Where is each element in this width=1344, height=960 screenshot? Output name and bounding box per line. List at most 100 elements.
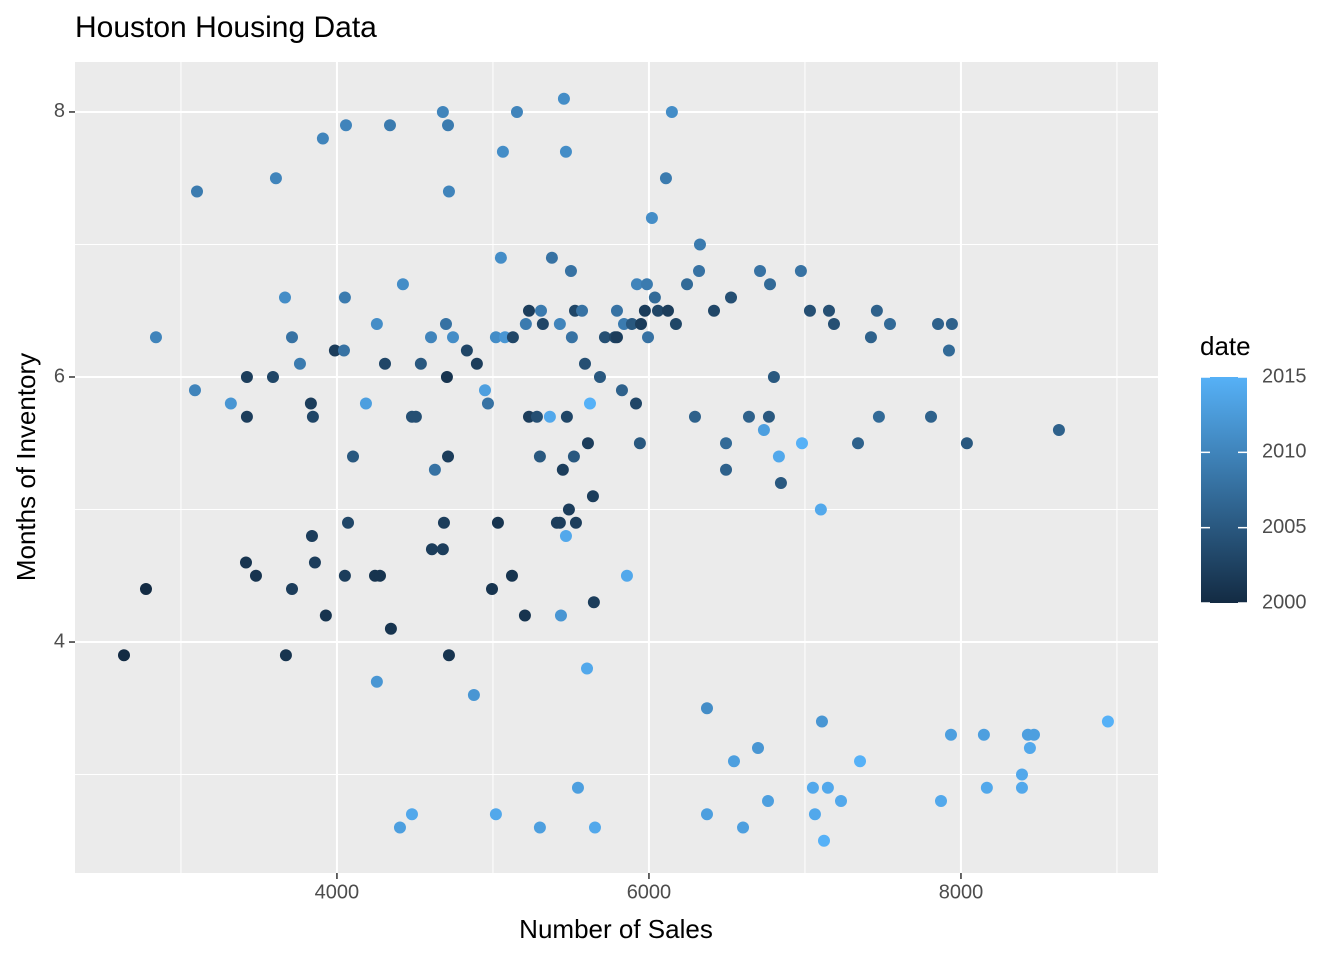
x-tick-label: 4000 <box>315 881 360 903</box>
point <box>659 172 672 185</box>
point <box>638 304 651 317</box>
point <box>190 185 203 198</box>
point <box>661 304 674 317</box>
point <box>727 755 740 768</box>
point <box>316 132 329 145</box>
point <box>188 384 201 397</box>
colorbar <box>1201 377 1247 603</box>
x-tick-label: 8000 <box>939 881 984 903</box>
y-tick-label: 4 <box>54 630 65 652</box>
point <box>442 119 455 132</box>
point <box>239 556 252 569</box>
point <box>553 516 566 529</box>
point <box>708 304 721 317</box>
colorbar-label: 2000 <box>1262 591 1307 613</box>
point <box>742 410 755 423</box>
point <box>240 370 253 383</box>
point <box>293 357 306 370</box>
point <box>764 278 777 291</box>
point <box>347 450 360 463</box>
point <box>737 821 750 834</box>
point <box>545 251 558 264</box>
point <box>651 304 664 317</box>
point <box>642 331 655 344</box>
point <box>553 317 566 330</box>
point <box>556 463 569 476</box>
point <box>437 516 450 529</box>
point <box>460 344 473 357</box>
point <box>338 291 351 304</box>
point <box>543 410 556 423</box>
point <box>359 397 372 410</box>
point <box>384 622 397 635</box>
point <box>393 821 406 834</box>
point <box>339 119 352 132</box>
point <box>980 781 993 794</box>
colorbar-label: 2005 <box>1262 516 1307 538</box>
point <box>634 317 647 330</box>
point <box>536 317 549 330</box>
point <box>342 516 355 529</box>
point <box>610 304 623 317</box>
point <box>681 278 694 291</box>
point <box>633 437 646 450</box>
point <box>630 397 643 410</box>
point <box>567 450 580 463</box>
point <box>519 317 532 330</box>
point <box>306 410 319 423</box>
point <box>489 808 502 821</box>
point <box>425 543 438 556</box>
point <box>586 490 599 503</box>
point <box>615 384 628 397</box>
point <box>762 410 775 423</box>
y-axis-title: Months of Inventory <box>11 353 41 581</box>
point <box>562 503 575 516</box>
point <box>720 463 733 476</box>
point <box>944 728 957 741</box>
point <box>518 609 531 622</box>
point <box>720 437 733 450</box>
point <box>510 105 523 118</box>
point <box>442 185 455 198</box>
point <box>571 781 584 794</box>
point <box>533 450 546 463</box>
point <box>581 437 594 450</box>
point <box>559 530 572 543</box>
point <box>489 331 502 344</box>
point <box>308 556 321 569</box>
point <box>486 583 499 596</box>
point <box>436 105 449 118</box>
point <box>305 530 318 543</box>
point <box>505 569 518 582</box>
point <box>338 569 351 582</box>
point <box>383 119 396 132</box>
point <box>925 410 938 423</box>
point <box>578 357 591 370</box>
point <box>409 410 422 423</box>
point <box>440 370 453 383</box>
point <box>693 238 706 251</box>
point <box>269 172 282 185</box>
point <box>554 609 567 622</box>
legend-title: date <box>1200 331 1251 361</box>
point <box>1101 715 1114 728</box>
point <box>139 583 152 596</box>
point <box>827 317 840 330</box>
point <box>669 317 682 330</box>
panel <box>75 62 1158 873</box>
point <box>808 808 821 821</box>
point <box>328 344 341 357</box>
point <box>942 344 955 357</box>
point <box>442 649 455 662</box>
point <box>814 503 827 516</box>
point <box>117 649 130 662</box>
point <box>587 596 600 609</box>
point <box>751 742 764 755</box>
point <box>648 291 661 304</box>
point <box>593 370 606 383</box>
point <box>534 304 547 317</box>
point <box>625 317 638 330</box>
point <box>977 728 990 741</box>
point <box>851 437 864 450</box>
